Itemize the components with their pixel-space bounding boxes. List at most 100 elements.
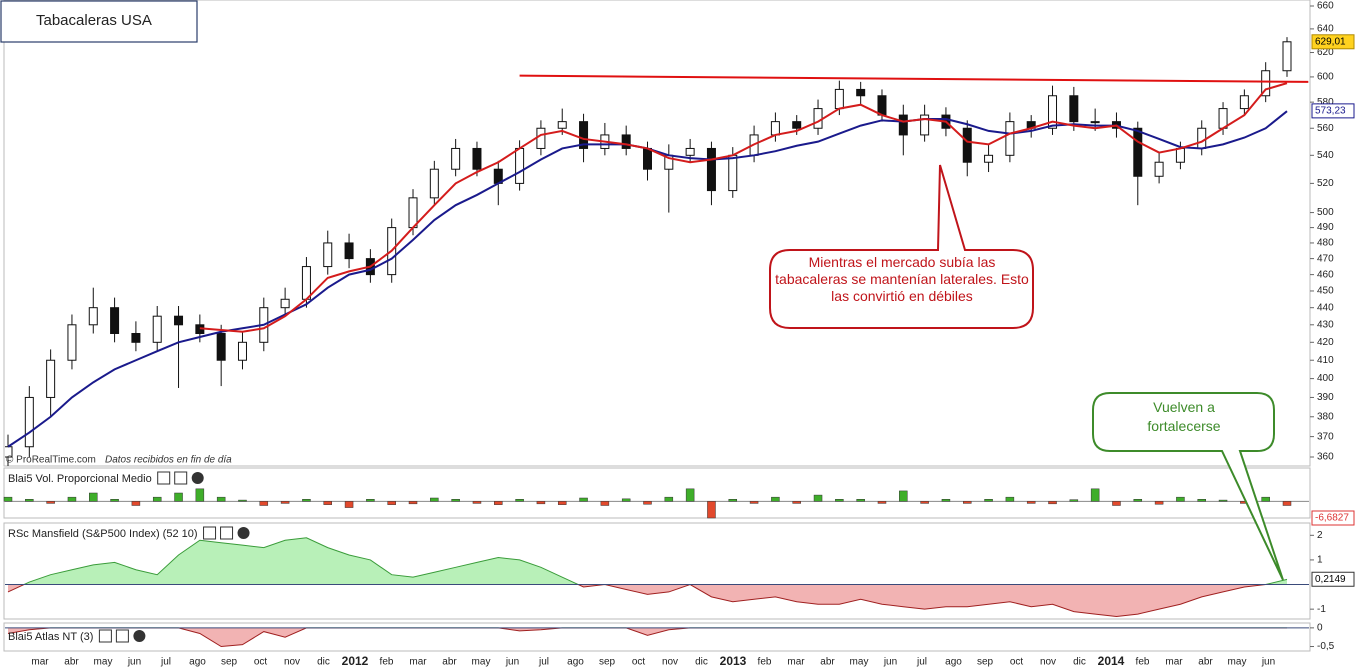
bar	[3, 496, 13, 502]
bar	[707, 501, 716, 519]
bar	[984, 499, 993, 502]
bar	[494, 501, 503, 505]
bar	[600, 501, 610, 506]
candle-body	[962, 127, 972, 163]
panel-header: Blai5 Atlas NT (3)	[8, 629, 146, 643]
x-tick-label: nov	[284, 657, 300, 668]
candle-body	[536, 127, 546, 149]
x-tick-label: jun	[127, 657, 141, 668]
area-positive	[8, 537, 1287, 585]
bar	[216, 496, 226, 502]
candle-body	[685, 147, 695, 156]
y-tick-label: 0	[1317, 623, 1323, 634]
x-tick-label: sep	[977, 657, 994, 668]
last-value-box	[1311, 510, 1355, 526]
bar	[835, 499, 844, 502]
panel-icon-settings	[157, 471, 171, 485]
x-tick-label: dic	[695, 657, 708, 668]
last-value-box	[1311, 571, 1355, 587]
bar	[67, 496, 77, 502]
candle-body	[834, 88, 844, 110]
candle-body	[451, 147, 461, 170]
candle-body	[706, 147, 716, 192]
x-tick-label: ago	[945, 657, 962, 668]
candle-body	[1239, 95, 1249, 110]
last-value-label: 629,01	[1315, 36, 1346, 47]
candle-body	[1197, 127, 1207, 149]
callout-red-text: Mientras el mercado subía las tabacalera…	[775, 254, 1029, 304]
candle-body	[88, 307, 98, 326]
candle-body	[429, 168, 439, 199]
bar	[1048, 501, 1057, 505]
candle-body	[472, 147, 482, 170]
bar	[366, 499, 375, 502]
last-value-label: 573,23	[1315, 106, 1346, 117]
y-tick-label: 660	[1317, 1, 1334, 12]
bar	[621, 498, 631, 502]
x-tick-label: jul	[160, 657, 171, 668]
y-tick-label: 580	[1317, 97, 1334, 108]
candle-body	[1005, 121, 1015, 156]
candle-body	[1218, 108, 1228, 129]
x-tick-label: dic	[1073, 657, 1086, 668]
x-tick-label: may	[94, 657, 113, 668]
bar	[430, 497, 439, 502]
x-tick-label: jun	[1261, 657, 1275, 668]
chart-title: Tabacaleras USA	[36, 12, 152, 29]
x-tick-label: may	[850, 657, 869, 668]
bar	[515, 499, 524, 502]
panel-icon-close	[237, 527, 250, 539]
panel-icon-settings	[98, 629, 112, 643]
panel-header: Blai5 Vol. Proporcional Medio	[8, 471, 204, 485]
bar	[195, 488, 205, 502]
candle-body	[920, 114, 930, 136]
candle-body	[301, 266, 311, 300]
candle-body	[1261, 70, 1271, 97]
bar	[557, 501, 567, 505]
candle-body	[579, 121, 589, 149]
candle-body	[856, 88, 866, 97]
y-tick-label: 430	[1317, 319, 1334, 330]
y-tick-label: 500	[1317, 207, 1334, 218]
candle-body	[344, 242, 354, 260]
bar	[1261, 496, 1270, 502]
bar	[579, 497, 588, 502]
y-tick-label: 490	[1317, 222, 1334, 233]
x-tick-label: nov	[1040, 657, 1056, 668]
candle-body	[152, 315, 162, 343]
x-tick-label: feb	[1136, 657, 1150, 668]
bar	[302, 499, 311, 502]
x-tick-label: feb	[758, 657, 772, 668]
x-tick-label: oct	[254, 657, 268, 668]
y-tick-label: 2	[1317, 530, 1323, 541]
x-tick-label: dic	[317, 657, 330, 668]
candle-body	[110, 307, 120, 334]
plot	[5, 37, 1309, 466]
bar	[259, 501, 269, 506]
x-tick-label: jul	[538, 657, 549, 668]
bar	[1154, 501, 1164, 505]
x-tick-label: 2013	[720, 654, 747, 668]
panel-icon-close	[191, 472, 204, 484]
panel-title: RSc Mansfield (S&P500 Index) (52 10)	[8, 528, 198, 540]
moving-average	[199, 82, 1288, 333]
x-tick-label: abr	[1198, 657, 1213, 668]
x-tick-label: may	[1228, 657, 1247, 668]
candle-body	[280, 298, 290, 309]
candle-body	[1048, 95, 1058, 129]
bar	[856, 499, 865, 502]
callout-green	[1092, 392, 1284, 581]
candle-body	[323, 242, 333, 268]
bar	[792, 501, 801, 504]
x-tick-label: abr	[820, 657, 835, 668]
candle-body	[621, 134, 631, 149]
y-tick-label: 640	[1317, 24, 1334, 35]
candle-body	[408, 197, 418, 229]
bar	[728, 499, 738, 502]
callout-green-text-box: Vuelven a fortalecerse	[1147, 399, 1220, 434]
bar	[25, 499, 34, 502]
bar	[664, 496, 674, 502]
y-tick-label: 560	[1317, 123, 1334, 134]
bar	[46, 501, 55, 504]
x-tick-label: jul	[916, 657, 927, 668]
